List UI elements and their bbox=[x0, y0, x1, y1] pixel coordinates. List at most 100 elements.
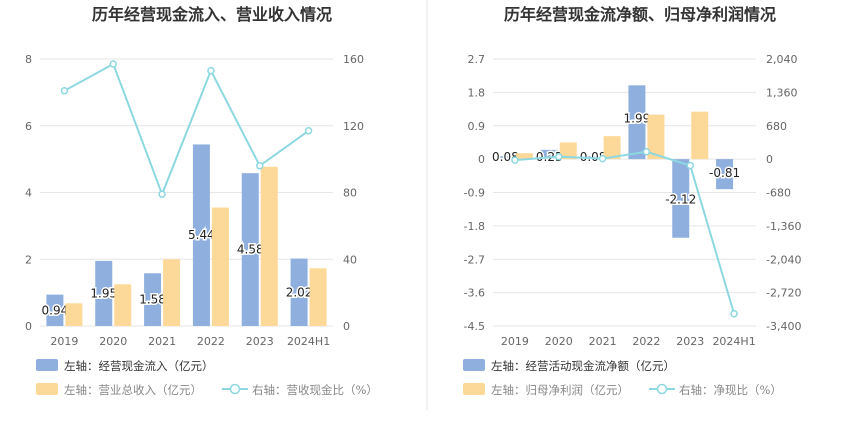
chart-title: 历年经营现金流净额、归母净利润情况 bbox=[504, 5, 776, 24]
y-right-tick-label: 80 bbox=[343, 187, 357, 200]
chart-panel-1: 历年经营现金流入、营业收入情况 0 0 2 40 4 80 6 120 8 160 2019 2020 2… bbox=[25, 5, 378, 397]
chart-panel-2: 历年经营现金流净额、归母净利润情况 -4.5 -3,400 -3.6 -2,720 -2.… bbox=[463, 5, 801, 397]
y-right-tick-label: 160 bbox=[343, 53, 364, 66]
line-point bbox=[642, 148, 651, 156]
y-right-tick-label: 1,360 bbox=[766, 86, 798, 99]
bar-经营活动现金流净额（亿元） bbox=[716, 159, 734, 190]
legend-swatch bbox=[463, 359, 485, 371]
bar-营业总收入（亿元） bbox=[163, 259, 181, 326]
legend-swatch bbox=[229, 383, 241, 395]
y-right-tick-label: 680 bbox=[766, 120, 787, 133]
bar-经营活动现金流净额（亿元） bbox=[540, 149, 558, 160]
chart-title: 历年经营现金流入、营业收入情况 bbox=[92, 5, 332, 24]
bar-归母净利润（亿元） bbox=[515, 153, 533, 160]
y-right-tick-label: -680 bbox=[766, 187, 791, 200]
y-left-tick-label: 0 bbox=[25, 320, 32, 333]
bar-data-label: 0.94 bbox=[42, 303, 69, 317]
x-tick-label: 2021 bbox=[589, 335, 617, 348]
bar-data-label: 1.95 bbox=[90, 286, 117, 300]
y-right-tick-label: 2,040 bbox=[766, 53, 798, 66]
x-tick-label: 2023 bbox=[676, 335, 704, 348]
y-right-tick-label: -1,360 bbox=[766, 220, 801, 233]
y-left-tick-label: -4.5 bbox=[464, 320, 485, 333]
y-right-tick-label: 0 bbox=[343, 320, 350, 333]
legend-label: 右轴：营收现金比（%） bbox=[252, 383, 378, 397]
legend-swatch bbox=[36, 359, 58, 371]
line-净现比（%） bbox=[514, 150, 736, 315]
y-left-tick-label: 2 bbox=[25, 253, 32, 266]
bar-data-label: 1.99 bbox=[624, 111, 651, 125]
x-tick-label: 2023 bbox=[246, 335, 274, 348]
line-point bbox=[207, 66, 215, 75]
legend-swatch bbox=[36, 383, 58, 395]
x-tick-label: 2020 bbox=[99, 335, 127, 348]
x-tick-label: 2020 bbox=[545, 335, 573, 348]
bar-营业总收入（亿元） bbox=[114, 284, 132, 326]
y-right-tick-label: 120 bbox=[343, 120, 364, 133]
bar-归母净利润（亿元） bbox=[603, 136, 621, 160]
bar-营业总收入（亿元） bbox=[65, 303, 83, 326]
line-point bbox=[60, 86, 69, 95]
bar-经营活动现金流净额（亿元） bbox=[628, 85, 646, 160]
bar-归母净利润（亿元） bbox=[559, 142, 577, 160]
legend-label: 左轴：归母净利润（亿元） bbox=[491, 383, 629, 397]
y-left-tick-label: 1.8 bbox=[468, 86, 486, 99]
line-point bbox=[304, 127, 313, 135]
legend-label: 右轴：净现比（%） bbox=[679, 383, 782, 397]
x-tick-label: 2019 bbox=[501, 335, 529, 348]
y-right-tick-label: -2,720 bbox=[766, 287, 801, 300]
bar-data-label: -2.12 bbox=[665, 193, 696, 207]
line-point bbox=[109, 60, 117, 68]
bar-归母净利润（亿元） bbox=[647, 114, 665, 160]
y-right-tick-label: -2,040 bbox=[766, 253, 801, 266]
legend-label: 左轴：经营活动现金流净额（亿元） bbox=[491, 359, 675, 373]
y-left-tick-label: 2.7 bbox=[468, 53, 486, 66]
y-left-tick-label: -0.9 bbox=[464, 187, 485, 200]
bar-data-label: 5.44 bbox=[188, 228, 215, 242]
bar-经营现金流入（亿元） bbox=[95, 260, 113, 326]
y-left-tick-label: 6 bbox=[25, 120, 32, 133]
bar-营业总收入（亿元） bbox=[260, 166, 278, 326]
bar-经营现金流入（亿元） bbox=[144, 273, 162, 326]
bar-data-label: 1.58 bbox=[139, 293, 166, 307]
bar-经营活动现金流净额（亿元） bbox=[496, 156, 514, 160]
y-left-tick-label: 0.9 bbox=[468, 120, 486, 133]
x-tick-label: 2022 bbox=[632, 335, 660, 348]
legend-label: 左轴：营业总收入（亿元） bbox=[64, 383, 202, 397]
y-right-tick-label: 40 bbox=[343, 253, 357, 266]
x-tick-label: 2022 bbox=[197, 335, 225, 348]
y-left-tick-label: 8 bbox=[25, 53, 32, 66]
bar-归母净利润（亿元） bbox=[691, 111, 709, 160]
y-left-tick-label: -1.8 bbox=[464, 220, 485, 233]
y-right-tick-label: 0 bbox=[766, 153, 773, 166]
legend-swatch bbox=[463, 383, 485, 395]
line-point bbox=[730, 309, 738, 318]
bar-经营现金流入（亿元） bbox=[241, 173, 259, 326]
x-tick-label: 2024H1 bbox=[287, 335, 330, 348]
line-point bbox=[511, 156, 519, 164]
bar-营业总收入（亿元） bbox=[309, 268, 327, 326]
bar-data-label: 4.58 bbox=[237, 243, 264, 257]
legend-label: 左轴：经营现金流入（亿元） bbox=[64, 359, 214, 373]
line-营收现金比（%） bbox=[63, 62, 310, 197]
bar-经营活动现金流净额（亿元） bbox=[672, 159, 690, 238]
line-point bbox=[158, 190, 166, 198]
line-point bbox=[686, 161, 694, 170]
y-right-tick-label: -3,400 bbox=[766, 320, 801, 333]
y-left-tick-label: 0 bbox=[478, 153, 485, 166]
line-point bbox=[256, 162, 264, 170]
bar-data-label: 2.02 bbox=[286, 285, 313, 299]
y-left-tick-label: -3.6 bbox=[464, 287, 485, 300]
line-point bbox=[555, 152, 563, 161]
y-left-tick-label: -2.7 bbox=[464, 253, 485, 266]
bar-营业总收入（亿元） bbox=[211, 207, 229, 326]
bar-经营现金流入（亿元） bbox=[192, 144, 210, 326]
legend-swatch bbox=[656, 383, 668, 395]
bar-经营现金流入（亿元） bbox=[290, 258, 308, 326]
x-tick-label: 2021 bbox=[148, 335, 176, 348]
x-tick-label: 2019 bbox=[50, 335, 78, 348]
bar-data-label: -0.81 bbox=[709, 166, 740, 180]
x-tick-label: 2024H1 bbox=[712, 335, 755, 348]
